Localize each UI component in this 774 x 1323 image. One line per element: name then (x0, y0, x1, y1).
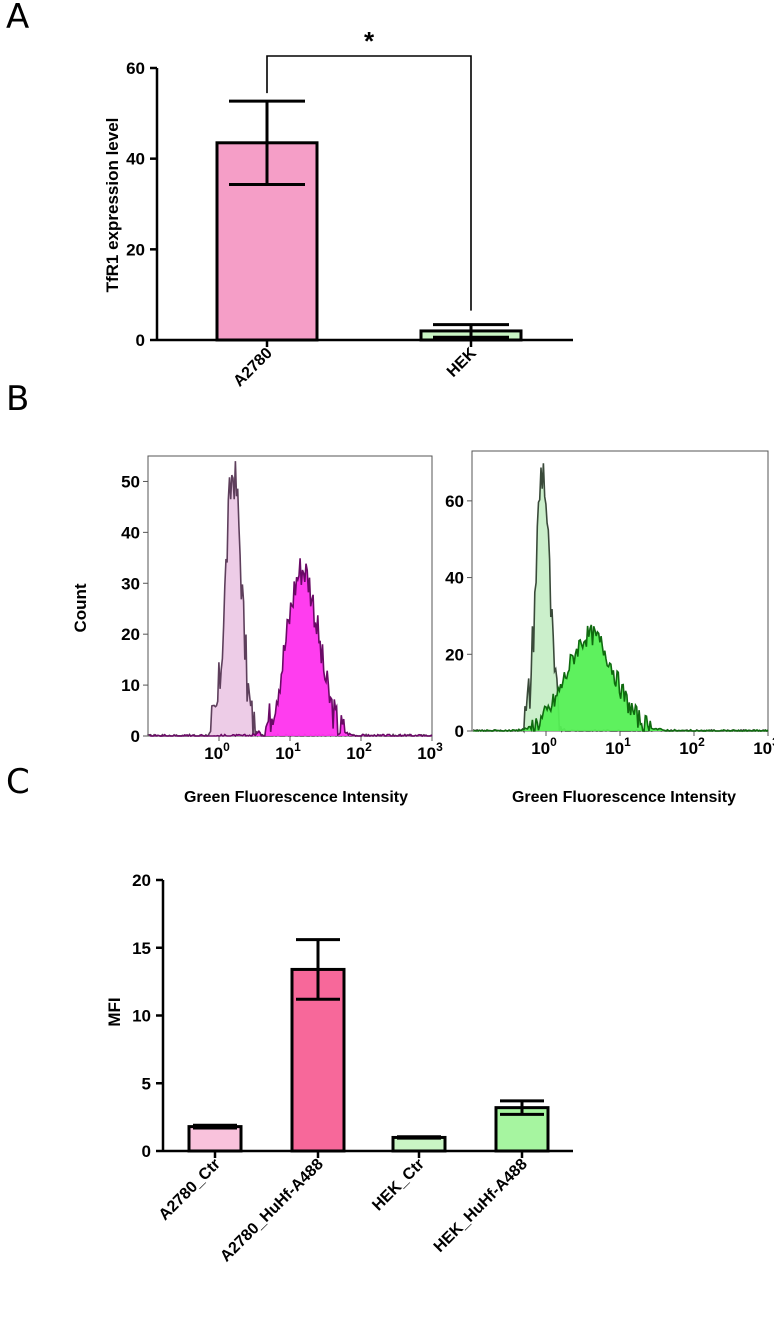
histogram-outline-1 (472, 624, 769, 733)
category-label: HEK_HuHf-A488 (431, 1156, 531, 1256)
y-tick-label: 50 (121, 472, 140, 491)
panel-a-bar-chart: TfR1 expression level 0 20 40 60 A2780 HEK * (103, 26, 573, 390)
y-tick-label: 20 (126, 240, 145, 259)
histogram-fill-1 (149, 558, 432, 736)
y-tick-label: 40 (126, 150, 145, 169)
panel-letter-b: B (6, 379, 29, 419)
category-label: A2780_HuHf-A488 (217, 1156, 327, 1266)
bar-a2780-ctr (187, 1125, 243, 1153)
category-label: A2780 (230, 345, 275, 390)
x-tick-label: 102 (679, 735, 705, 758)
y-tick-label: 0 (131, 727, 140, 746)
y-tick-label: 60 (126, 59, 145, 78)
x-tick-label: 102 (346, 740, 372, 763)
x-tick-label: 100 (531, 735, 557, 758)
y-tick-label: 0 (136, 331, 145, 350)
histogram-outline-1 (148, 558, 433, 738)
y-tick-label: 10 (132, 1007, 151, 1026)
significance-star: * (364, 26, 375, 56)
y-tick-label: 40 (445, 569, 464, 588)
y-tick-label: 20 (445, 645, 464, 664)
panel-b-left-x-axis-title: Green Fluorescence Intensity (184, 789, 408, 806)
y-tick-label: 20 (121, 625, 140, 644)
panel-b-right-x-axis-title: Green Fluorescence Intensity (512, 789, 736, 806)
significance-bracket (266, 55, 472, 311)
category-label: HEK_Ctr (369, 1156, 428, 1215)
y-tick-label: 15 (132, 939, 151, 958)
x-tick-label: 100 (204, 740, 230, 763)
y-tick-label: 40 (121, 523, 140, 542)
x-tick-label: 103 (417, 740, 443, 763)
y-tick-label: 10 (121, 676, 140, 695)
category-label: A2780_Ctr (156, 1156, 224, 1224)
y-tick-label: 20 (132, 871, 151, 890)
category-label: HEK (444, 344, 480, 380)
histogram-fill-0 (473, 463, 768, 731)
panel-letter-c: C (6, 762, 30, 802)
x-tick-label: 101 (605, 735, 631, 758)
y-tick-label: 60 (445, 492, 464, 511)
y-tick-label: 0 (455, 722, 464, 741)
panel-c-y-axis-title: MFI (105, 997, 124, 1026)
y-tick-label: 0 (142, 1142, 151, 1161)
x-tick-label: 103 (753, 735, 774, 758)
x-tick-label: 101 (275, 740, 301, 763)
histogram-fill-1 (473, 624, 768, 731)
y-tick-label: 30 (121, 574, 140, 593)
panel-b-right-histogram: Green Fluorescence Intensity 0 20 40 60 100 1… (445, 450, 774, 806)
panel-a-y-axis-title: TfR1 expression level (103, 118, 122, 293)
y-tick-label: 5 (142, 1074, 151, 1093)
panel-b-left-histogram: Count Green Fluorescence Intensity 0 10 20… (71, 455, 443, 806)
panel-letter-a: A (6, 0, 29, 37)
panel-b-y-axis-title: Count (71, 583, 90, 632)
